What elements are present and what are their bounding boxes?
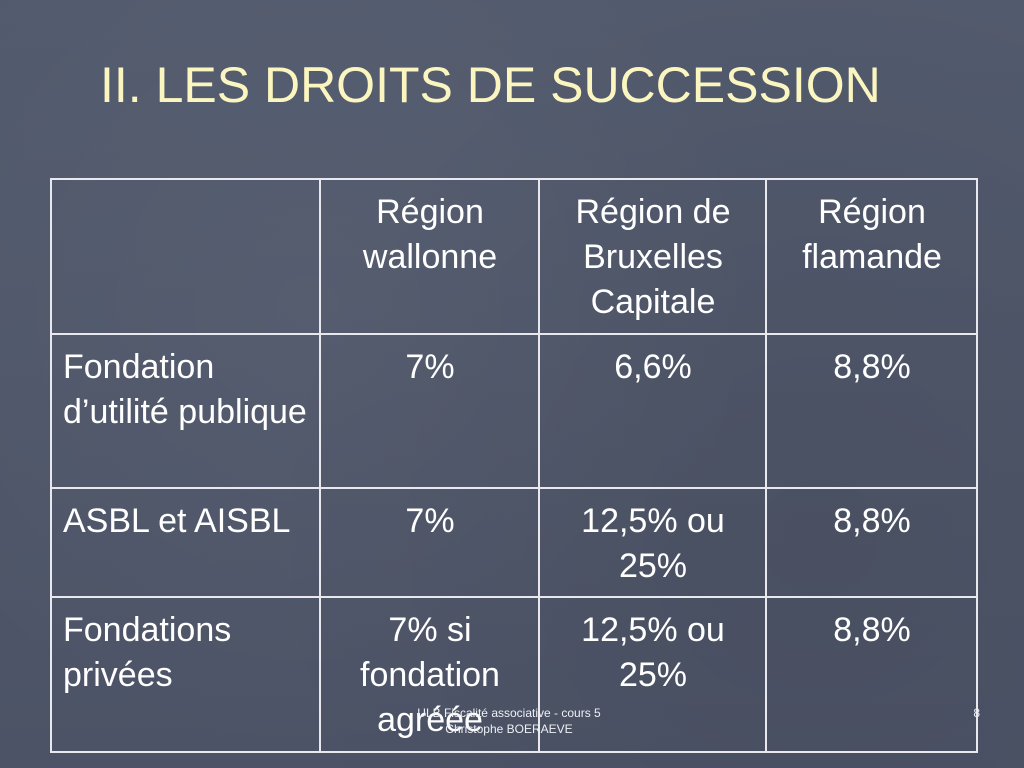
header-cell-wallonie: Région wallonne xyxy=(319,178,540,335)
table-row: Fondations privées 7% si fondation agréé… xyxy=(50,596,978,753)
succession-rates-table-container: Région wallonne Région de Bruxelles Capi… xyxy=(50,178,978,753)
table-cell: 8,8% xyxy=(765,596,978,753)
table-cell: 6,6% xyxy=(538,332,767,489)
table-cell: 7% xyxy=(319,486,540,599)
slide-footer: ULB Fiscalité associative - cours 5 Chri… xyxy=(394,705,624,737)
table-cell: 8,8% xyxy=(765,332,978,489)
table-header-row: Région wallonne Région de Bruxelles Capi… xyxy=(50,178,978,335)
row-label-asbl-aisbl: ASBL et AISBL xyxy=(50,486,321,599)
header-cell-empty xyxy=(50,178,321,335)
table-cell: 7% xyxy=(319,332,540,489)
header-cell-bruxelles: Région de Bruxelles Capitale xyxy=(538,178,767,335)
table-row: ASBL et AISBL 7% 12,5% ou 25% 8,8% xyxy=(50,486,978,599)
footer-author-line: Christophe BOERAEVE xyxy=(445,722,573,736)
slide-title: II. LES DROITS DE SUCCESSION xyxy=(100,57,881,113)
table-cell: 7% si fondation agréée xyxy=(319,596,540,753)
page-number: 8 xyxy=(973,706,980,720)
header-cell-flandre: Région flamande xyxy=(765,178,978,335)
table-cell: 12,5% ou 25% xyxy=(538,486,767,599)
row-label-fondation-utilite-publique: Fondation d’utilité publique xyxy=(50,332,321,489)
footer-course-line: ULB Fiscalité associative - cours 5 xyxy=(417,706,601,720)
row-label-fondations-privees: Fondations privées xyxy=(50,596,321,753)
table-cell: 8,8% xyxy=(765,486,978,599)
table-cell: 12,5% ou 25% xyxy=(538,596,767,753)
table-row: Fondation d’utilité publique 7% 6,6% 8,8… xyxy=(50,332,978,489)
succession-rates-table: Région wallonne Région de Bruxelles Capi… xyxy=(50,178,978,753)
